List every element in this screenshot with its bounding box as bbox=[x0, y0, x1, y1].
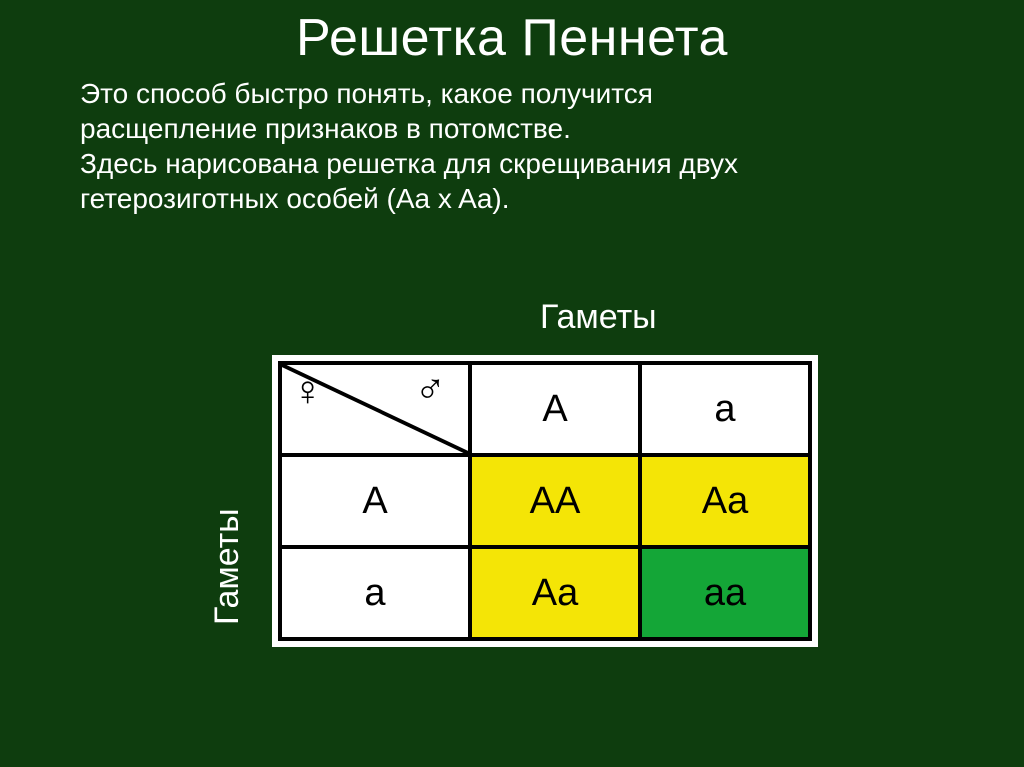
desc-line: Это способ быстро понять, какое получитс… bbox=[80, 78, 653, 109]
description-block: Это способ быстро понять, какое получитс… bbox=[0, 68, 1024, 216]
genotype-cell: Aa bbox=[470, 547, 640, 639]
desc-line: гетерозиготных особей (Aa x Aa). bbox=[80, 183, 510, 214]
genotype-cell: aa bbox=[640, 547, 810, 639]
male-icon: ♂ bbox=[415, 365, 447, 413]
table-row: A AA Aa bbox=[280, 455, 810, 547]
table-row: a Aa aa bbox=[280, 547, 810, 639]
genotype-cell: Aa bbox=[640, 455, 810, 547]
slide: Решетка Пеннета Это способ быстро понять… bbox=[0, 0, 1024, 767]
row-header: A bbox=[280, 455, 470, 547]
page-title: Решетка Пеннета bbox=[0, 0, 1024, 68]
col-header: a bbox=[640, 363, 810, 455]
genotype-cell: AA bbox=[470, 455, 640, 547]
col-header: A bbox=[470, 363, 640, 455]
corner-cell: ♀ ♂ bbox=[280, 363, 470, 455]
gametes-top-label: Гаметы bbox=[540, 298, 657, 337]
gametes-left-label: Гаметы bbox=[208, 508, 247, 625]
row-header: a bbox=[280, 547, 470, 639]
desc-line: Здесь нарисована решетка для скрещивания… bbox=[80, 148, 738, 179]
punnett-table: ♀ ♂ A a A AA Aa a Aa aa bbox=[278, 361, 812, 641]
desc-line: расщепление признаков в потомстве. bbox=[80, 113, 571, 144]
punnett-table-wrap: ♀ ♂ A a A AA Aa a Aa aa bbox=[272, 355, 818, 647]
female-icon: ♀ bbox=[292, 367, 324, 415]
table-row: ♀ ♂ A a bbox=[280, 363, 810, 455]
